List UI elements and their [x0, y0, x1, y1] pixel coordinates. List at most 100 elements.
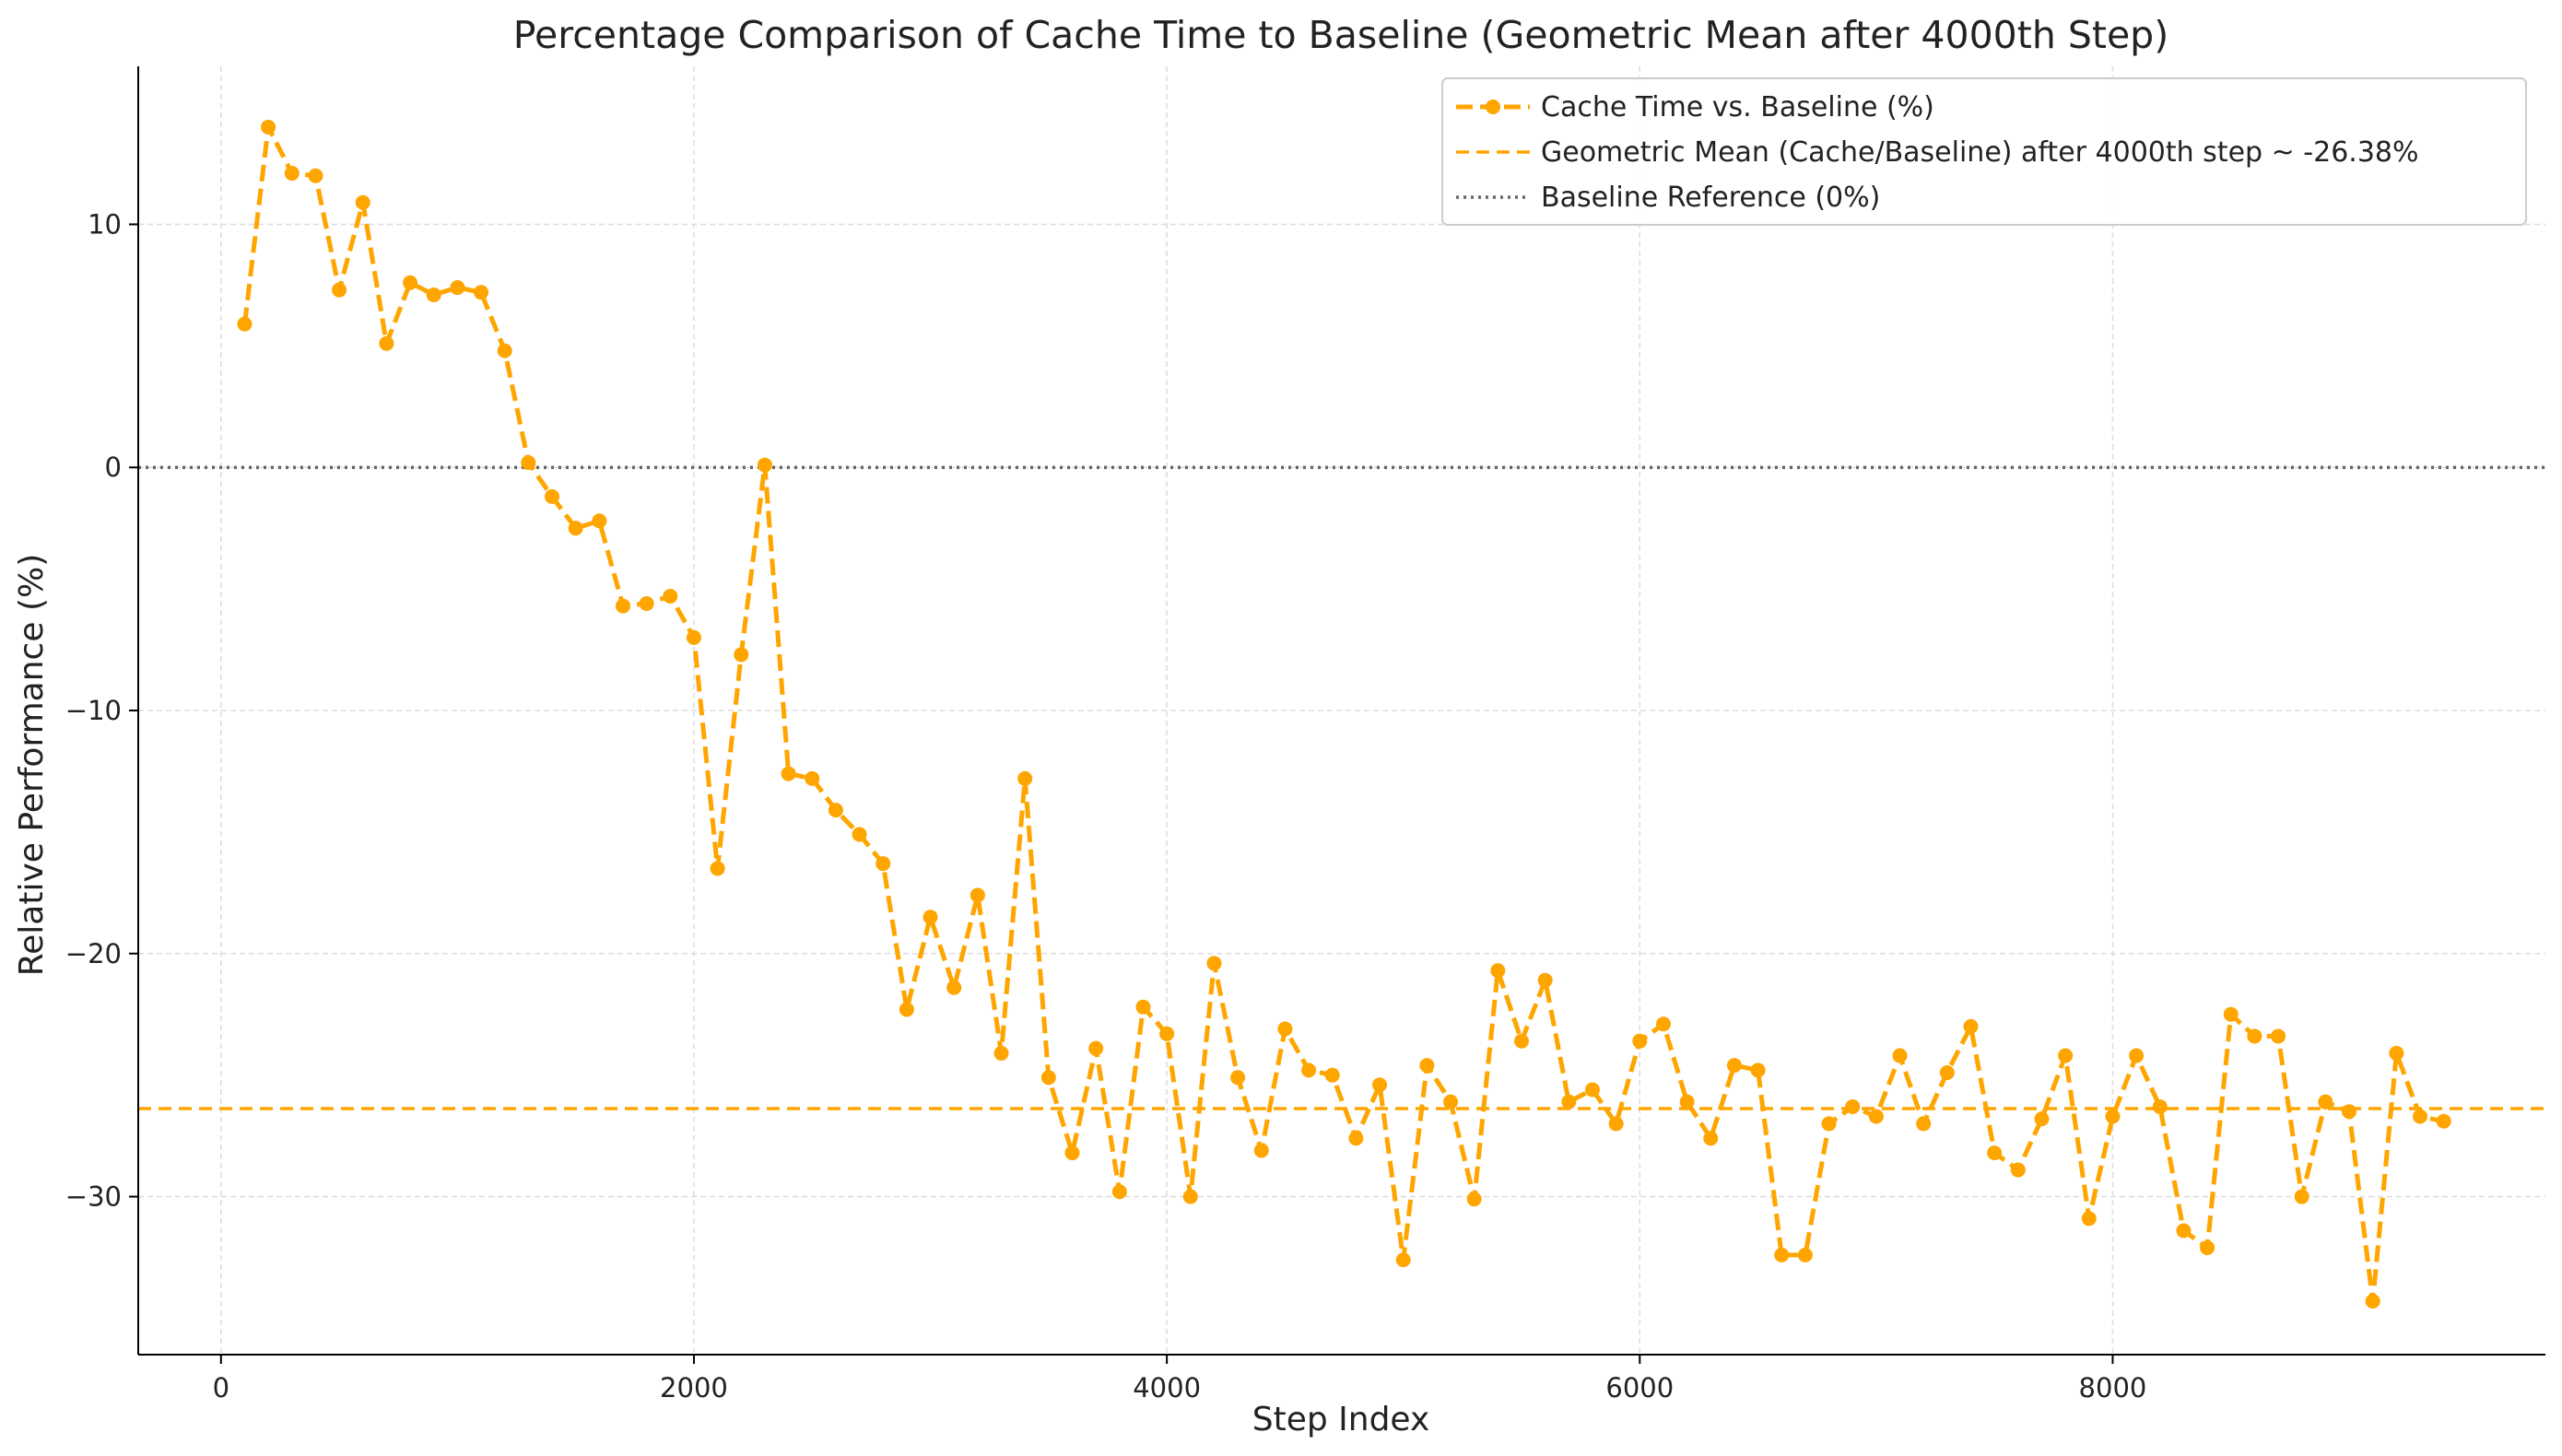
data-point	[1608, 1116, 1624, 1132]
x-tick-label: 4000	[1133, 1372, 1201, 1403]
data-point	[2105, 1109, 2121, 1124]
y-tick-label: −10	[65, 695, 122, 726]
data-point	[308, 168, 323, 183]
data-point	[1584, 1082, 1600, 1098]
data-point	[663, 589, 678, 605]
y-tick-label: −20	[65, 938, 122, 969]
data-point	[237, 316, 253, 332]
data-point	[2247, 1028, 2262, 1044]
data-point	[1655, 1016, 1671, 1032]
legend-label-baseline: Baseline Reference (0%)	[1541, 182, 1880, 214]
data-point	[1821, 1116, 1837, 1132]
data-point	[1703, 1131, 1719, 1146]
data-point	[2389, 1045, 2404, 1061]
data-point	[1253, 1143, 1269, 1158]
data-point	[1963, 1018, 1979, 1034]
data-point	[568, 521, 583, 536]
data-point	[261, 119, 276, 135]
legend: Cache Time vs. Baseline (%) Geometric Me…	[1441, 77, 2527, 226]
data-point	[2200, 1239, 2215, 1255]
data-point	[2294, 1189, 2309, 1204]
data-point	[757, 457, 772, 473]
data-point	[2010, 1162, 2026, 1178]
data-point	[1324, 1067, 1340, 1083]
data-point	[1916, 1116, 1932, 1132]
data-point	[1987, 1145, 2003, 1161]
y-tick-label: −30	[65, 1181, 122, 1213]
data-point	[1868, 1109, 1884, 1124]
data-point	[946, 980, 962, 995]
data-point	[1774, 1247, 1790, 1262]
data-point	[1939, 1065, 1955, 1081]
legend-frame	[1441, 77, 2527, 226]
data-point	[497, 343, 512, 358]
data-point	[284, 166, 300, 182]
data-point	[2413, 1109, 2428, 1124]
data-point	[426, 287, 441, 302]
data-point	[1537, 972, 1553, 988]
legend-marker-series	[1486, 100, 1500, 114]
data-point	[1017, 770, 1033, 786]
data-point	[2152, 1098, 2168, 1114]
data-point	[2129, 1048, 2145, 1063]
data-point	[2365, 1293, 2380, 1309]
chart-title: Percentage Comparison of Cache Time to B…	[513, 13, 2168, 57]
data-point	[379, 335, 394, 351]
data-point	[970, 887, 985, 903]
data-point	[1892, 1048, 1908, 1063]
data-point	[1301, 1063, 1317, 1078]
x-tick-label: 0	[213, 1372, 229, 1403]
data-point	[852, 827, 867, 842]
data-point	[993, 1045, 1009, 1061]
data-point	[1064, 1145, 1080, 1161]
data-point	[1348, 1131, 1364, 1146]
y-axis-title: Relative Performance (%)	[13, 554, 51, 977]
data-point	[1230, 1070, 1246, 1086]
data-series	[237, 119, 2451, 1309]
data-point	[1206, 956, 1222, 971]
data-point	[1159, 1026, 1175, 1041]
data-point	[1845, 1098, 1861, 1114]
data-point	[2436, 1113, 2451, 1129]
data-point	[521, 454, 536, 470]
data-point	[2176, 1223, 2192, 1239]
data-point	[1561, 1094, 1577, 1110]
y-tick-label: 10	[88, 208, 122, 240]
data-point	[805, 770, 820, 786]
series-line-cache-time	[242, 124, 2445, 1304]
data-point	[1182, 1189, 1198, 1204]
data-point	[1277, 1021, 1293, 1037]
data-point	[592, 513, 607, 529]
data-point	[1490, 963, 1506, 979]
data-point	[1514, 1033, 1530, 1049]
data-point	[1443, 1094, 1459, 1110]
data-point	[1797, 1247, 1813, 1262]
data-point	[2223, 1006, 2239, 1022]
data-point	[781, 766, 796, 781]
data-point	[828, 803, 843, 818]
data-point	[1088, 1040, 1104, 1056]
data-point	[1135, 999, 1151, 1015]
data-point	[1726, 1058, 1742, 1074]
data-point	[403, 275, 418, 290]
data-point	[2271, 1028, 2286, 1044]
data-point	[1395, 1252, 1411, 1268]
data-point	[2058, 1048, 2074, 1063]
y-tick-label: 0	[105, 452, 122, 483]
x-tick-label: 2000	[660, 1372, 728, 1403]
data-point	[923, 910, 938, 925]
data-point	[1632, 1033, 1648, 1049]
data-point	[2081, 1211, 2097, 1227]
x-axis-title: Step Index	[1252, 1401, 1430, 1438]
data-point	[1466, 1192, 1482, 1207]
data-point	[2318, 1094, 2333, 1110]
data-point	[876, 856, 891, 872]
data-point	[1750, 1063, 1766, 1078]
data-point	[686, 629, 701, 645]
legend-label-mean: Geometric Mean (Cache/Baseline) after 40…	[1541, 136, 2419, 169]
data-point	[2342, 1104, 2357, 1120]
data-point	[450, 280, 465, 296]
data-point	[734, 647, 749, 663]
